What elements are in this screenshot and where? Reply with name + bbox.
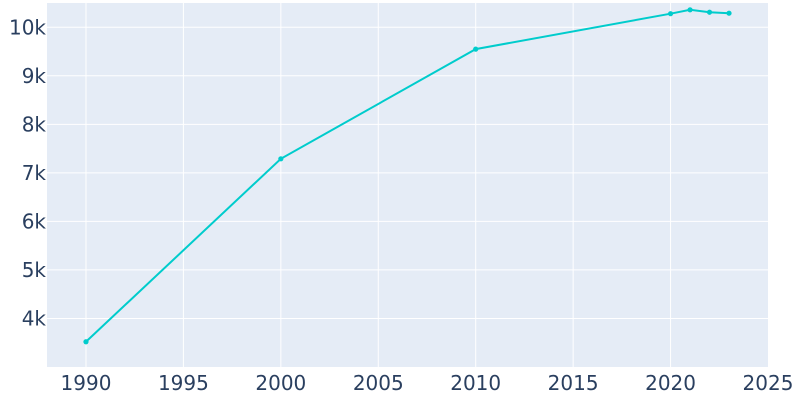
x-gridlines: [85, 3, 672, 367]
plot-background: [47, 3, 768, 367]
y-tick-label: 5k: [22, 258, 47, 282]
x-axis: 1990 1995 2000 2005 2010 2015 2020 2025: [61, 371, 794, 395]
y-gridlines: [47, 26, 768, 319]
x-tick-label: 2005: [353, 371, 404, 395]
data-point: [667, 11, 674, 17]
y-tick-label: 4k: [22, 306, 47, 330]
y-tick-label: 9k: [22, 64, 47, 88]
y-axis: 4k 5k 6k 7k 8k 9k 10k: [9, 15, 46, 330]
y-tick-label: 6k: [22, 209, 47, 233]
data-point: [83, 339, 89, 345]
x-tick-label: 2020: [645, 371, 696, 395]
data-point: [278, 156, 284, 162]
x-tick-label: 2000: [255, 371, 306, 395]
y-tick-label: 8k: [22, 112, 47, 136]
y-tick-label: 10k: [9, 15, 46, 39]
x-tick-label: 1995: [158, 371, 209, 395]
x-tick-label: 1990: [61, 371, 112, 395]
x-tick-label: 2025: [743, 371, 794, 395]
y-tick-label: 7k: [22, 161, 47, 185]
x-tick-label: 2010: [450, 371, 501, 395]
data-point: [687, 7, 693, 13]
data-point: [706, 9, 713, 15]
data-point: [473, 46, 479, 52]
data-point: [726, 10, 732, 16]
x-tick-label: 2015: [548, 371, 599, 395]
series-layer: [83, 7, 732, 345]
